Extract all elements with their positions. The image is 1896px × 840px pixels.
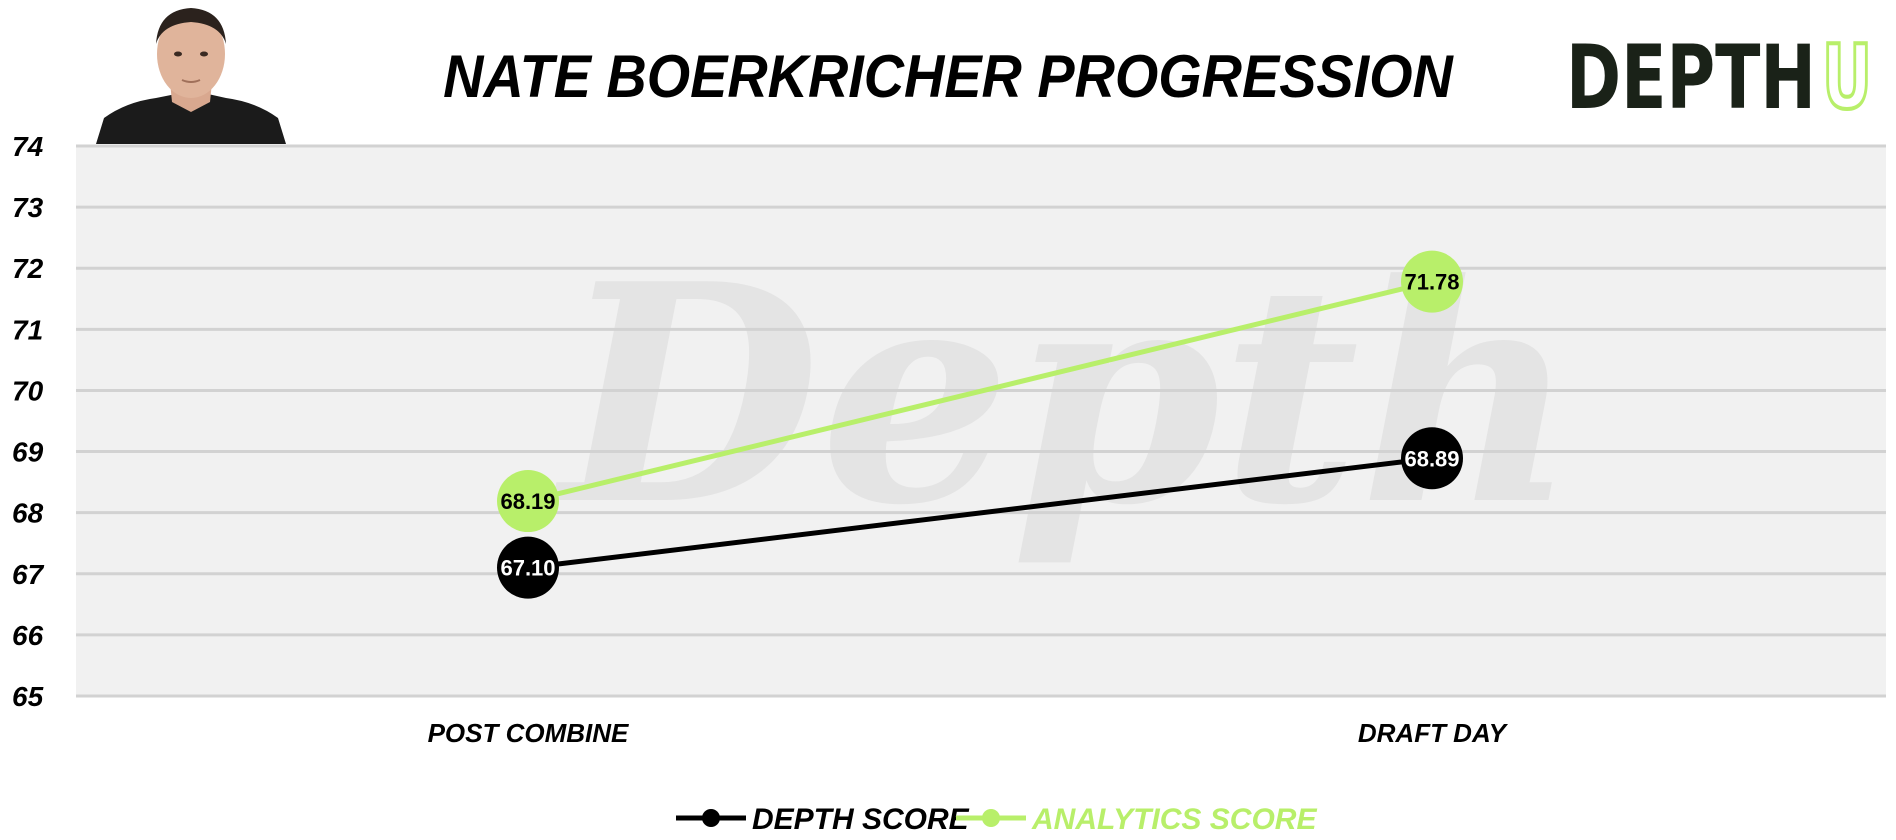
data-label: 67.10: [500, 556, 555, 581]
y-tick-label: 69: [12, 437, 44, 468]
player-photo: [96, 8, 286, 144]
svg-text:DEPTH: DEPTH: [1566, 36, 1816, 116]
x-tick-label: POST COMBINE: [428, 718, 629, 748]
legend-swatch-marker: [982, 809, 1000, 827]
y-tick-label: 74: [12, 131, 44, 162]
legend: DEPTH SCORE ANALYTICS SCORE: [676, 803, 1317, 836]
data-label: 71.78: [1404, 270, 1459, 295]
data-point: [497, 470, 559, 533]
data-point: [497, 536, 559, 599]
series-line: [527, 279, 1433, 504]
svg-text:U: U: [1822, 36, 1872, 116]
y-tick-label: 66: [12, 620, 44, 651]
depthu-logo: DEPTH U: [1566, 36, 1874, 116]
y-tick-label: 67: [12, 559, 45, 590]
x-axis: POST COMBINE DRAFT DAY: [428, 718, 1509, 748]
data-point: [1401, 427, 1463, 490]
data-label: 68.19: [500, 489, 555, 514]
plot-background: [76, 146, 1886, 696]
y-tick-label: 65: [12, 681, 44, 712]
series-group: 67.10 68.89 68.19 71.78: [497, 250, 1463, 599]
series-line: [527, 455, 1433, 571]
chart-title: NATE BOERKRICHER PROGRESSION: [443, 43, 1453, 110]
data-label: 68.89: [1404, 446, 1459, 471]
x-tick-label: DRAFT DAY: [1358, 718, 1509, 748]
legend-label: ANALYTICS SCORE: [1031, 803, 1317, 836]
y-tick-label: 72: [12, 253, 44, 284]
legend-swatch-marker: [702, 809, 720, 827]
y-tick-label: 68: [12, 498, 44, 529]
legend-label: DEPTH SCORE: [752, 803, 970, 836]
y-tick-label: 71: [12, 314, 43, 345]
data-point: [1401, 250, 1463, 313]
y-axis: 74 73 72 71 70 69 68 67 66 65: [12, 131, 45, 712]
y-tick-label: 70: [12, 375, 44, 406]
y-tick-label: 73: [12, 192, 44, 223]
